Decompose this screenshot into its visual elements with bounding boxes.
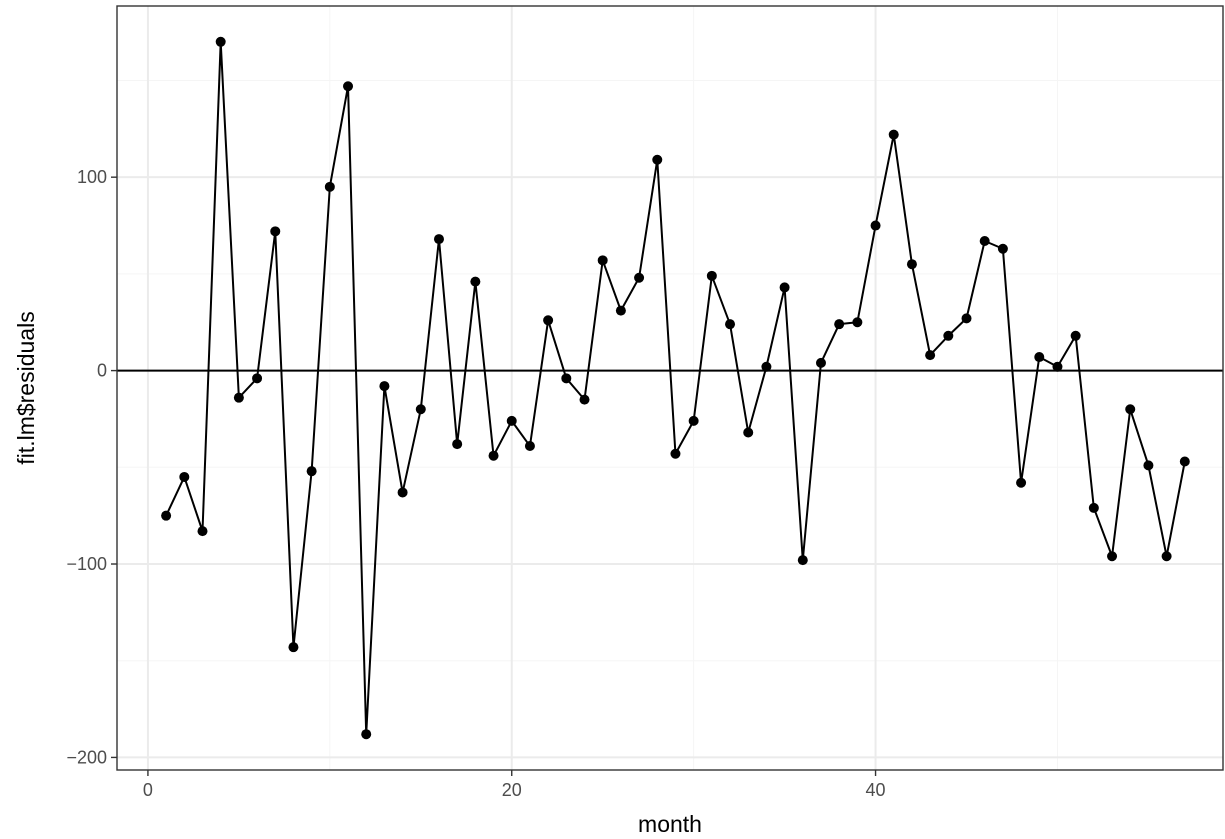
data-point	[634, 272, 645, 283]
data-point	[524, 441, 535, 452]
data-point	[379, 381, 390, 392]
data-point	[706, 270, 717, 281]
data-point	[179, 471, 190, 482]
data-point	[888, 129, 899, 140]
axis-tick-labels: 0 20 40 −200 −100 0 100	[66, 167, 885, 800]
data-point	[197, 526, 208, 537]
data-point	[779, 282, 790, 293]
data-point	[670, 448, 681, 459]
data-point	[852, 317, 863, 328]
data-point	[397, 487, 408, 498]
series-layer	[161, 36, 1190, 740]
data-point	[1088, 502, 1099, 513]
data-point	[324, 181, 335, 192]
data-point	[725, 319, 736, 330]
data-point	[433, 234, 444, 245]
x-tick-label: 20	[502, 780, 522, 800]
data-point	[561, 373, 572, 384]
data-point	[834, 319, 845, 330]
minor-gridlines	[117, 6, 1223, 770]
data-point	[1179, 456, 1190, 467]
data-point	[615, 305, 626, 316]
y-tick-label: 0	[97, 361, 107, 381]
data-point	[288, 642, 299, 653]
data-point	[1161, 551, 1172, 562]
y-tick-label: −100	[66, 554, 107, 574]
data-point	[361, 729, 372, 740]
data-point	[688, 415, 699, 426]
data-point	[415, 404, 426, 415]
x-tick-label: 40	[866, 780, 886, 800]
data-point	[215, 36, 226, 47]
data-point	[797, 555, 808, 566]
data-point	[470, 276, 481, 287]
data-point	[597, 255, 608, 266]
data-point	[943, 330, 954, 341]
data-point	[870, 220, 881, 231]
data-point	[270, 226, 281, 237]
y-tick-label: 100	[77, 167, 107, 187]
data-point	[233, 392, 244, 403]
data-point	[252, 373, 263, 384]
data-point	[1052, 361, 1063, 372]
axis-ticks	[111, 176, 877, 776]
series-line	[165, 40, 1186, 736]
data-point	[1125, 404, 1136, 415]
data-point	[579, 394, 590, 405]
data-point	[161, 510, 172, 521]
data-point	[906, 259, 917, 270]
data-point	[1070, 330, 1081, 341]
data-point	[652, 154, 663, 165]
data-point	[543, 315, 554, 326]
data-point	[306, 466, 317, 477]
data-point	[1016, 477, 1027, 488]
panel-border	[116, 5, 1224, 771]
data-point	[1143, 460, 1154, 471]
data-point	[815, 357, 826, 368]
y-tick-label: −200	[66, 747, 107, 767]
data-point	[1107, 551, 1118, 562]
data-point	[997, 243, 1008, 254]
data-point	[925, 350, 936, 361]
data-point	[452, 439, 463, 450]
data-point	[979, 236, 990, 247]
data-point	[488, 450, 499, 461]
data-point	[743, 427, 754, 438]
data-point	[961, 313, 972, 324]
x-tick-label: 0	[143, 780, 153, 800]
data-point	[761, 361, 772, 372]
data-point	[343, 81, 354, 92]
data-point	[1034, 352, 1045, 363]
data-point	[506, 415, 517, 426]
x-axis-title: month	[638, 811, 702, 837]
y-axis-title: fit.lm$residuals	[13, 311, 39, 464]
